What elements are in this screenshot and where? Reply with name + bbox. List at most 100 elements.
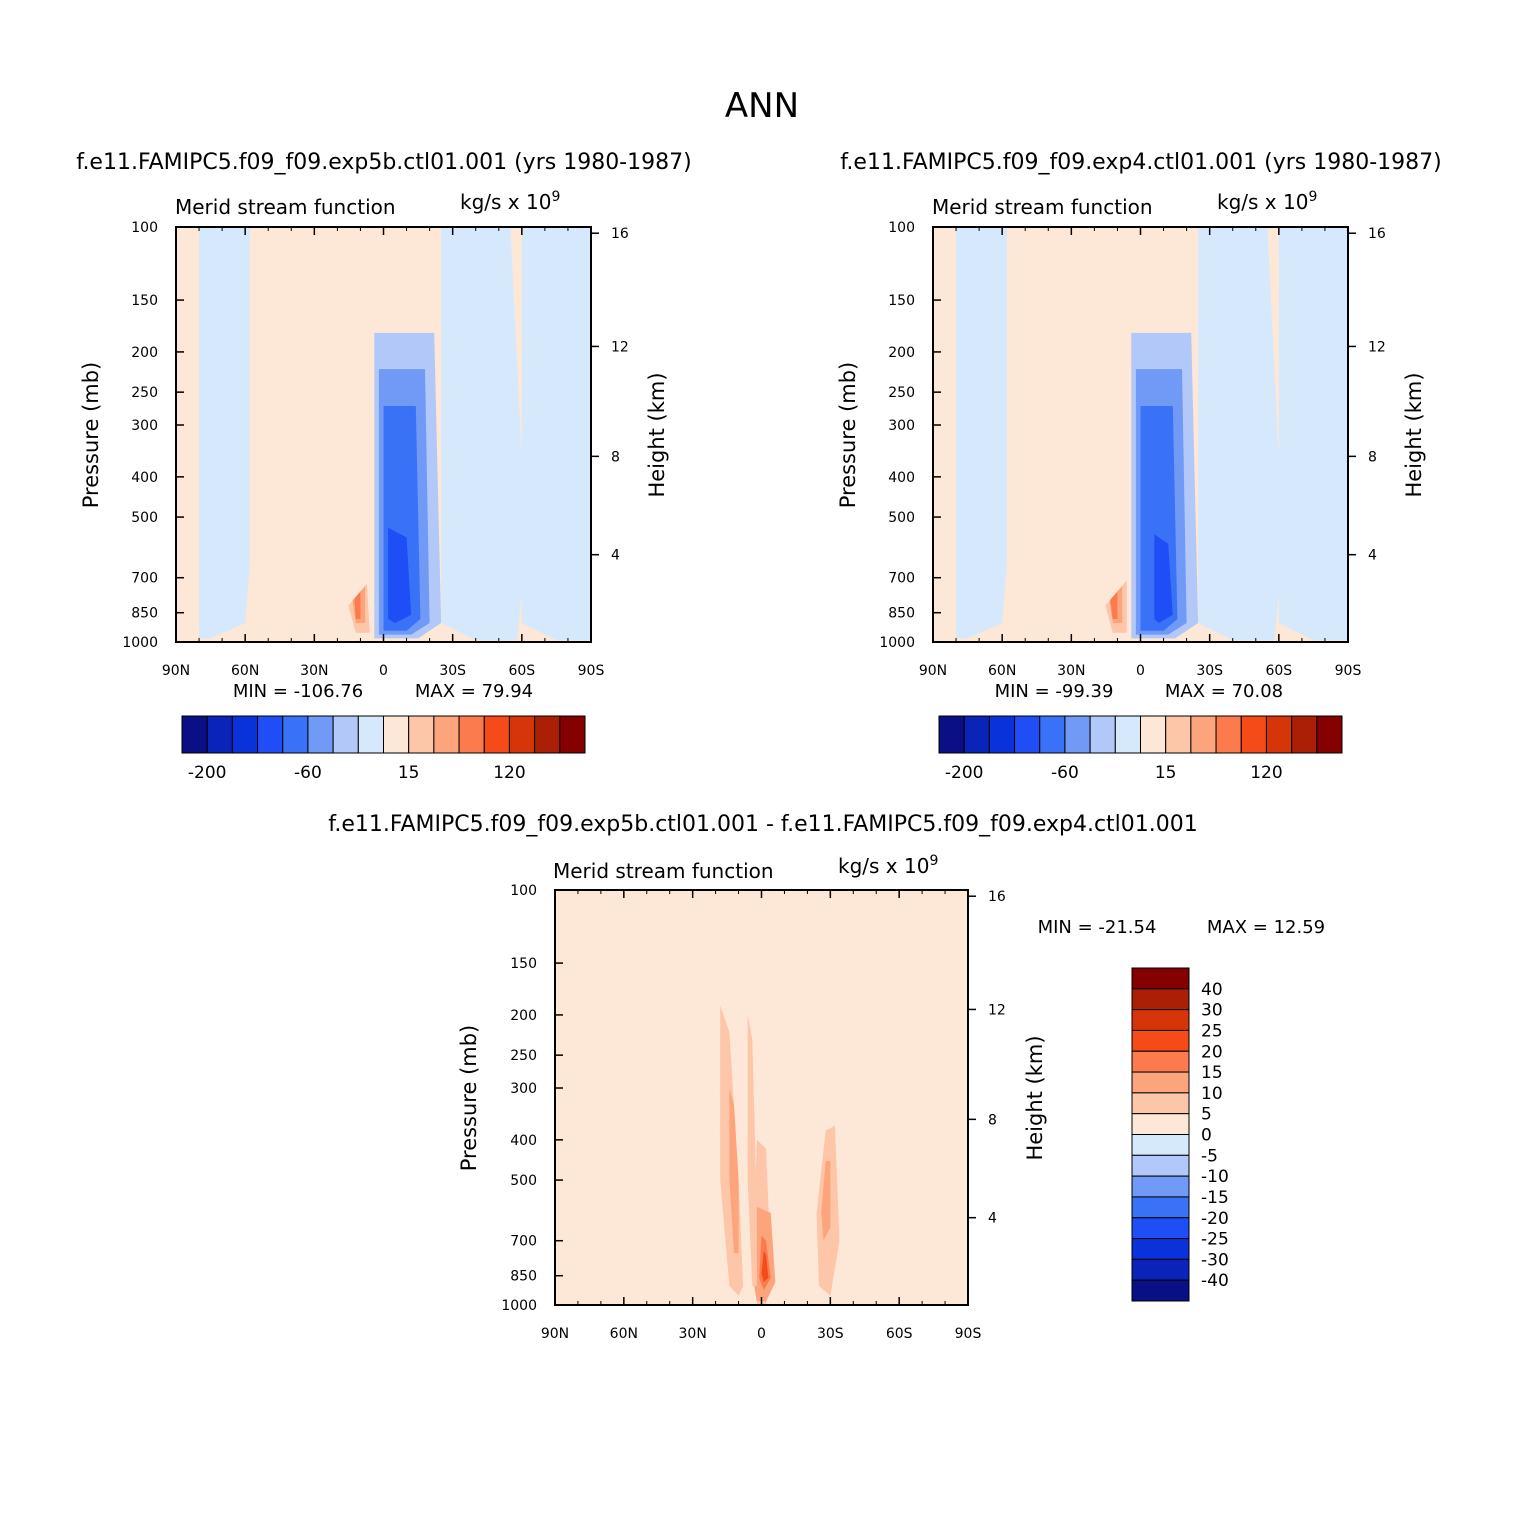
axes: 90N 60N 30N 0 30S 60S 90S 100 150 200 250 300 400 500…	[501, 883, 1006, 1342]
y-tick-label: 1000	[501, 1298, 537, 1314]
contour-region	[864, 890, 968, 1305]
x-tick-label: 90N	[541, 1326, 569, 1342]
colorbar-label: -200	[945, 763, 984, 783]
plot-area	[176, 227, 591, 642]
y-right-tick-label: 8	[1368, 449, 1377, 465]
colorbar-swatch	[534, 715, 561, 754]
contour-region	[1006, 227, 1141, 641]
colorbar-label: 5	[1201, 1105, 1212, 1125]
x-tick-label: 90S	[1335, 663, 1362, 679]
x-tick-label: 60N	[231, 663, 259, 679]
y-tick-label: 150	[510, 956, 537, 972]
x-tick-label: 0	[1136, 663, 1145, 679]
x-tick-label: 60S	[508, 663, 535, 679]
units-label: kg/s x 109	[1217, 189, 1317, 214]
colorbar-swatch	[1140, 715, 1167, 754]
x-tick-label: 90S	[578, 663, 605, 679]
colorbar-swatch	[1190, 715, 1217, 754]
colorbar-swatch	[181, 715, 208, 754]
y-tick-label: 850	[510, 1269, 537, 1285]
colorbar-swatch	[257, 715, 284, 754]
colorbar-label: 120	[1250, 763, 1282, 783]
colorbar-label: 20	[1201, 1042, 1223, 1062]
y-tick-label: 200	[510, 1008, 537, 1024]
colorbar-label: 0	[1201, 1126, 1212, 1146]
colorbar-label: -10	[1201, 1167, 1229, 1187]
contour-region	[821, 1161, 831, 1241]
colorbar: -200 -60 15 120	[181, 715, 586, 783]
plot-area	[933, 227, 1348, 642]
y-tick-label: 250	[510, 1048, 537, 1064]
colorbar-swatch	[1316, 715, 1343, 754]
colorbar-swatch	[1064, 715, 1091, 754]
colorbar-swatch	[1215, 715, 1242, 754]
y-right-tick-label: 4	[1368, 548, 1377, 564]
colorbar-swatch	[1131, 1050, 1190, 1073]
x-tick-label: 60S	[1265, 663, 1292, 679]
colorbar-swatch	[1131, 1196, 1190, 1219]
y-tick-label: 400	[131, 470, 158, 486]
y-tick-label: 100	[888, 220, 915, 236]
y-right-tick-label: 8	[611, 449, 620, 465]
y-tick-label: 500	[510, 1173, 537, 1189]
y-right-tick-label: 12	[611, 339, 629, 355]
max-label: MAX = 70.08	[1165, 681, 1283, 702]
y-tick-label: 200	[888, 345, 915, 361]
y-tick-label: 500	[888, 510, 915, 526]
colorbar-swatch	[383, 715, 410, 754]
colorbar-label: -200	[188, 763, 227, 783]
y-right-tick-label: 16	[1368, 226, 1386, 242]
y-tick-label: 850	[888, 606, 915, 622]
contour-region	[559, 890, 583, 1305]
colorbar-swatch	[206, 715, 233, 754]
x-tick-label: 30N	[300, 663, 328, 679]
y-tick-label: 200	[131, 345, 158, 361]
colorbar-swatch	[988, 715, 1016, 754]
colorbar-swatch	[1240, 715, 1267, 754]
x-tick-label: 0	[379, 663, 388, 679]
y-tick-label: 1000	[879, 635, 915, 651]
y-tick-label: 300	[888, 418, 915, 434]
colorbar-label: 30	[1201, 1001, 1223, 1021]
x-tick-label: 30N	[1057, 663, 1085, 679]
min-label: MIN = -21.54	[1038, 917, 1157, 938]
colorbar-swatch	[231, 715, 259, 754]
max-label: MAX = 12.59	[1207, 917, 1325, 938]
colorbar-swatch	[1131, 1029, 1190, 1052]
y-right-tick-label: 4	[611, 548, 620, 564]
y-right-axis-title: Height (km)	[1402, 372, 1426, 497]
y-tick-label: 150	[131, 293, 158, 309]
panel-difference: f.e11.FAMIPC5.f09_f09.exp5b.ctl01.001 - …	[328, 812, 1325, 1342]
y-tick-label: 400	[510, 1133, 537, 1149]
contour-region	[388, 527, 412, 623]
min-label: MIN = -106.76	[233, 681, 363, 702]
colorbar-label: 15	[398, 763, 420, 783]
colorbar-swatch	[1265, 715, 1293, 754]
colorbar-swatch	[483, 715, 510, 754]
y-right-tick-label: 16	[611, 226, 629, 242]
x-tick-label: 60S	[886, 1326, 913, 1342]
y-tick-label: 1000	[122, 635, 158, 651]
colorbar: -200 -60 15 120	[938, 715, 1343, 783]
colorbar-swatch	[1165, 715, 1192, 754]
x-tick-label: 30N	[679, 1326, 707, 1342]
colorbar-swatch	[1291, 715, 1318, 754]
x-tick-label: 30S	[1196, 663, 1223, 679]
y-right-tick-label: 8	[988, 1112, 997, 1128]
colorbar-label: -15	[1201, 1188, 1229, 1208]
plot-title: Merid stream function	[932, 195, 1153, 219]
x-tick-label: 90N	[162, 663, 190, 679]
colorbar-swatch	[433, 715, 460, 754]
colorbar-swatch	[1114, 715, 1141, 754]
colorbar-swatch	[1014, 715, 1041, 754]
case-title: f.e11.FAMIPC5.f09_f09.exp5b.ctl01.001 (y…	[76, 150, 691, 175]
axes: 90N 60N 30N 0 30S 60S 90S 100 150 200 250 300 400 500…	[879, 220, 1386, 679]
colorbar-swatch	[1131, 1258, 1190, 1281]
contour-region	[521, 227, 591, 641]
colorbar-label: 25	[1201, 1021, 1223, 1041]
x-tick-label: 30S	[817, 1326, 844, 1342]
colorbar-swatch	[1131, 1113, 1190, 1135]
colorbar-swatch	[1131, 1279, 1190, 1302]
